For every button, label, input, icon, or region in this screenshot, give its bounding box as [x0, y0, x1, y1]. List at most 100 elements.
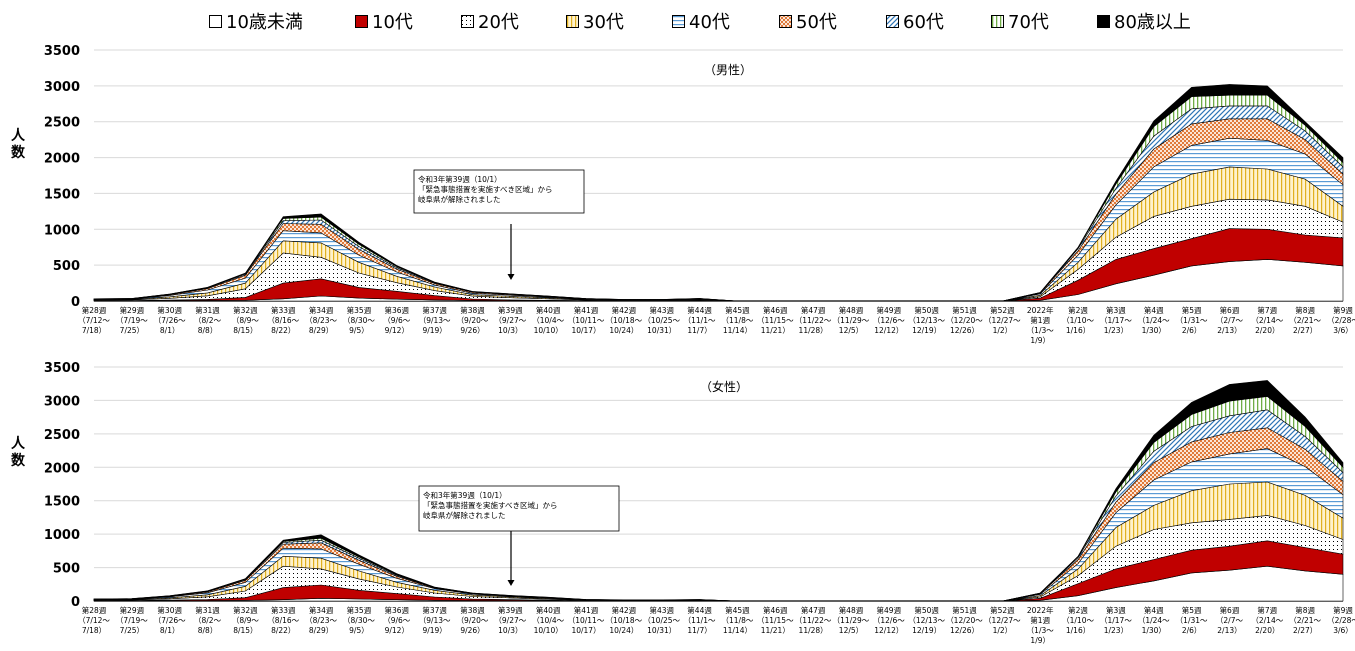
legend-label: 60代 — [903, 12, 944, 33]
x-tick-label: 第48週 — [839, 605, 864, 615]
x-tick-label: 第2週 — [1068, 305, 1088, 315]
x-tick-label: 第34週 — [309, 305, 334, 315]
x-tick-label: （1/24～ — [1138, 616, 1170, 625]
legend-item: 30代 — [566, 10, 624, 33]
legend-swatch — [886, 14, 899, 28]
x-tick-label: 第36週 — [385, 305, 410, 315]
x-tick-label: （8/30～ — [343, 316, 375, 325]
x-tick-label: 第42週 — [612, 605, 637, 615]
x-tick-label: （12/6～ — [873, 616, 905, 625]
x-tick-label: （8/16～ — [267, 316, 299, 325]
x-tick-label: 第42週 — [612, 305, 637, 315]
x-tick-label: 第39週 — [498, 305, 523, 315]
legend-label: 20代 — [478, 12, 519, 33]
x-tick-label: 10/24） — [609, 626, 638, 635]
x-tick-label: 11/28） — [799, 626, 828, 635]
x-tick-label: 第33週 — [271, 305, 296, 315]
x-tick-label: （1/3～ — [1027, 626, 1055, 635]
x-tick-label: 1/30） — [1142, 626, 1166, 635]
x-tick-label: 第47週 — [801, 605, 826, 615]
x-tick-label: 第33週 — [271, 605, 296, 615]
x-tick-label: 第46週 — [763, 305, 788, 315]
x-tick-label: 9/26） — [460, 626, 484, 635]
annotation-text: 「緊急事態措置を実施すべき区域」から — [418, 184, 552, 194]
x-tick-label: （8/2～ — [194, 316, 222, 325]
x-tick-label: （11/8～ — [722, 616, 754, 625]
x-tick-label: 10/17） — [571, 626, 600, 635]
x-tick-label: 12/26） — [950, 626, 979, 635]
x-tick-label: （2/14～ — [1251, 616, 1283, 625]
x-tick-label: 9/5） — [349, 626, 369, 635]
x-tick-label: （12/27～ — [984, 316, 1021, 325]
x-tick-label: 7/18） — [82, 326, 106, 335]
x-tick-label: （8/30～ — [343, 616, 375, 625]
legend-item: 10歳未満 — [209, 10, 303, 33]
x-tick-label: 8/29） — [309, 326, 333, 335]
x-tick-label: 第52週 — [990, 605, 1015, 615]
y-tick-label: 1000 — [44, 528, 80, 543]
legend-item: 70代 — [991, 10, 1049, 33]
x-tick-label: 1/23） — [1104, 626, 1128, 635]
x-tick-label: （11/29～ — [833, 616, 870, 625]
x-tick-label: 9/19） — [422, 626, 446, 635]
chart-panel: 0500100015002000250030003500人数（男性）第28週（7… — [11, 44, 1355, 345]
x-tick-label: 第4週 — [1144, 305, 1164, 315]
x-tick-label: 2/20） — [1255, 626, 1279, 635]
x-tick-label: 1/2） — [993, 326, 1013, 335]
x-tick-label: 2022年 — [1027, 605, 1054, 615]
x-tick-label: 8/8） — [198, 326, 218, 335]
x-tick-label: （8/16～ — [267, 616, 299, 625]
annotation-box — [413, 169, 585, 214]
x-tick-label: 9/5） — [349, 326, 369, 335]
x-tick-label: 第41週 — [574, 605, 599, 615]
x-tick-label: （12/20～ — [946, 316, 983, 325]
legend-label: 30代 — [583, 12, 624, 33]
x-tick-label: （10/4～ — [532, 616, 564, 625]
annotation-text: 令和3年第39週（10/1） — [418, 174, 502, 184]
x-tick-label: 第3週 — [1106, 305, 1126, 315]
x-tick-label: 8/15） — [233, 326, 257, 335]
x-tick-label: （12/27～ — [984, 616, 1021, 625]
x-tick-label: 第9週 — [1333, 305, 1353, 315]
x-tick-label: （1/17～ — [1100, 316, 1132, 325]
x-tick-label: （11/1～ — [684, 316, 716, 325]
x-tick-label: 第38週 — [460, 305, 485, 315]
legend-label: 70代 — [1008, 12, 1049, 33]
x-tick-label: 1/9） — [1030, 636, 1050, 645]
legend-swatch — [1097, 14, 1110, 28]
x-tick-label: 3/6） — [1333, 626, 1353, 635]
x-tick-label: （7/26～ — [154, 316, 186, 325]
x-tick-label: 9/19） — [422, 326, 446, 335]
x-tick-label: 第47週 — [801, 305, 826, 315]
x-tick-label: （10/25～ — [643, 616, 680, 625]
annotation-box — [418, 485, 620, 532]
x-tick-label: 第31週 — [195, 305, 220, 315]
x-tick-label: 8/22） — [271, 326, 295, 335]
x-tick-label: （12/20～ — [946, 616, 983, 625]
x-tick-label: 第6週 — [1220, 605, 1240, 615]
x-tick-label: 9/12） — [385, 626, 409, 635]
y-tick-label: 3000 — [44, 394, 80, 409]
x-tick-label: （9/27～ — [494, 316, 526, 325]
legend-item: 40代 — [672, 10, 730, 33]
annotation-arrowhead — [507, 274, 515, 280]
x-tick-label: 第30週 — [157, 305, 182, 315]
x-tick-label: 第7週 — [1257, 605, 1277, 615]
chart-legend: 10歳未満 10代 20代 30代 40代 50代 60代 70代 80歳以上 — [0, 6, 1355, 36]
x-tick-label: （7/26～ — [154, 616, 186, 625]
x-tick-label: 第34週 — [309, 605, 334, 615]
x-tick-label: （12/13～ — [908, 616, 945, 625]
x-tick-label: 11/14） — [723, 326, 752, 335]
x-tick-label: 2/27） — [1293, 626, 1317, 635]
x-tick-label: 7/25） — [120, 626, 144, 635]
x-tick-label: （2/21～ — [1289, 316, 1321, 325]
legend-label: 40代 — [689, 12, 730, 33]
x-tick-label: 第36週 — [385, 605, 410, 615]
legend-swatch — [461, 14, 474, 28]
x-tick-label: （10/4～ — [532, 316, 564, 325]
area-series-9 — [93, 380, 1344, 602]
x-tick-label: （2/7～ — [1216, 616, 1244, 625]
x-tick-label: 第46週 — [763, 605, 788, 615]
x-tick-label: （9/27～ — [494, 616, 526, 625]
x-tick-label: 第29週 — [120, 605, 145, 615]
